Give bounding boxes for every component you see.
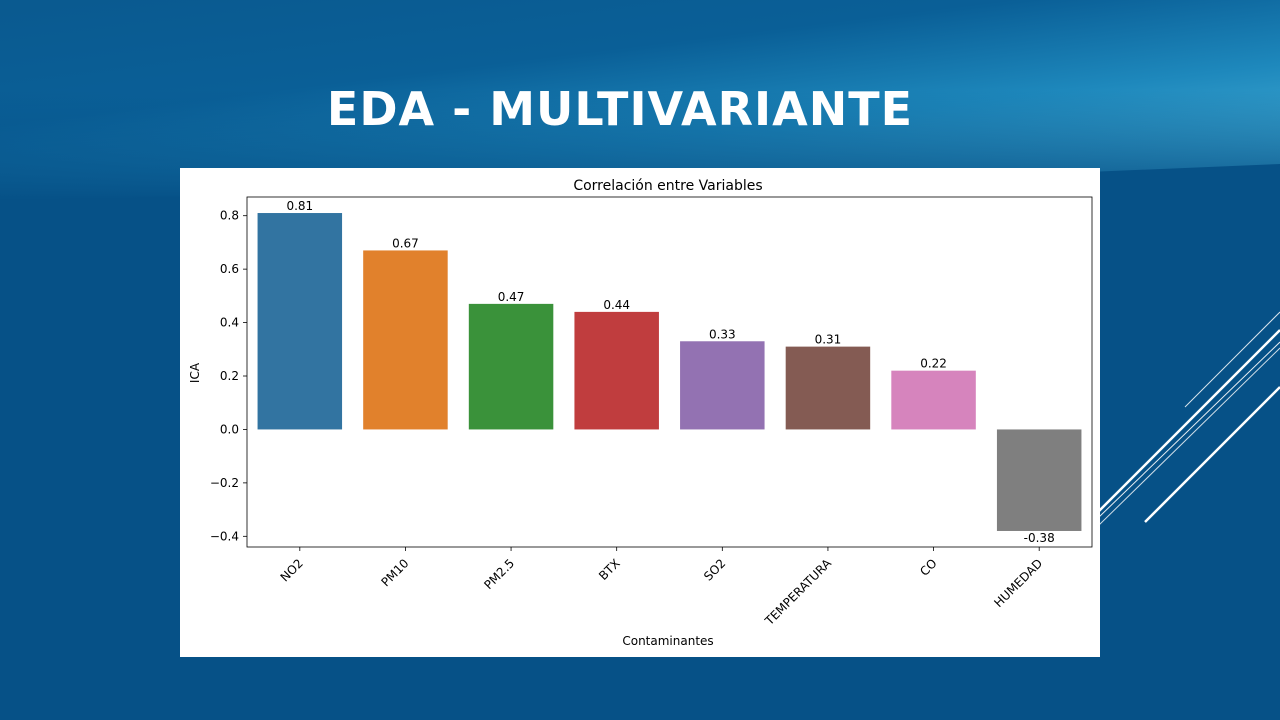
header-gradient-fade xyxy=(0,0,1280,200)
bar-co xyxy=(891,370,976,430)
data-label: 0.31 xyxy=(815,333,842,347)
chart-card: Correlación entre Variables Contaminante… xyxy=(180,168,1100,657)
bar-pm2-5 xyxy=(468,303,554,430)
slide-title: EDA - MULTIVARIANTE xyxy=(326,82,914,136)
data-label: 0.44 xyxy=(603,298,630,312)
data-label: -0.38 xyxy=(1024,531,1055,545)
y-tick-label: −0.2 xyxy=(210,476,239,490)
bar-temperatura xyxy=(785,346,871,430)
chart-title: Correlación entre Variables xyxy=(573,178,762,194)
bar-humedad xyxy=(996,429,1082,531)
x-tick-label: BTX xyxy=(596,556,623,583)
x-tick-label: PM10 xyxy=(378,556,411,589)
x-tick-label: NO2 xyxy=(278,556,306,584)
y-tick-label: 0.0 xyxy=(220,422,239,436)
data-label: 0.33 xyxy=(709,327,736,341)
x-tick-label: CO xyxy=(917,556,940,579)
bar-chart: Correlación entre Variables Contaminante… xyxy=(188,178,1093,648)
data-label: 0.81 xyxy=(286,199,313,213)
bar-no2 xyxy=(257,213,343,430)
bars-layer: 0.81 0.67 0.47 0.44 0.33 0.31 0.22 -0.38 xyxy=(257,199,1082,545)
decorative-diagonal-lines xyxy=(1097,311,1280,527)
y-tick-label: 0.6 xyxy=(220,262,239,276)
bar-pm10 xyxy=(363,250,448,430)
x-axis-label: Contaminantes xyxy=(622,634,713,648)
data-label: 0.47 xyxy=(498,290,525,304)
y-tick-label: −0.4 xyxy=(210,529,239,543)
x-tick-label: PM2.5 xyxy=(481,556,517,592)
x-tick-label: TEMPERATURA xyxy=(762,556,835,629)
data-label: 0.22 xyxy=(920,357,947,371)
x-tick-label: SO2 xyxy=(701,556,728,583)
plot-frame xyxy=(246,196,1093,548)
data-label: 0.67 xyxy=(392,236,419,250)
y-axis-label: ICA xyxy=(188,362,202,383)
y-tick-label: 0.4 xyxy=(220,316,239,330)
x-tick-label: HUMEDAD xyxy=(991,556,1045,610)
bar-so2 xyxy=(680,341,765,430)
y-tick-label: 0.8 xyxy=(220,209,239,223)
bar-btx xyxy=(574,311,659,430)
y-tick-label: 0.2 xyxy=(220,369,239,383)
